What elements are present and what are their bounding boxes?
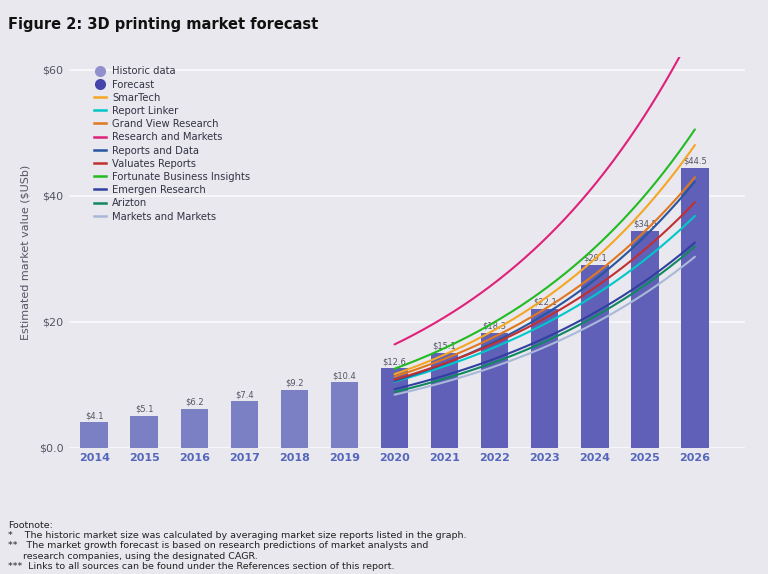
Bar <box>230 401 258 448</box>
Bar <box>531 309 558 448</box>
Bar <box>81 422 108 448</box>
Bar <box>631 231 659 448</box>
Legend: Historic data, Forecast, SmarTech, Report Linker, Grand View Research, Research : Historic data, Forecast, SmarTech, Repor… <box>94 67 250 222</box>
Text: $5.1: $5.1 <box>135 405 154 414</box>
Text: $12.6: $12.6 <box>382 358 406 367</box>
Bar <box>180 409 208 448</box>
Text: $9.2: $9.2 <box>285 379 303 388</box>
Text: $22.1: $22.1 <box>533 298 557 307</box>
Text: $34.5: $34.5 <box>633 220 657 228</box>
Text: $7.4: $7.4 <box>235 390 253 400</box>
Bar <box>280 390 308 448</box>
Y-axis label: Estimated market value ($USb): Estimated market value ($USb) <box>21 165 31 340</box>
Text: $15.1: $15.1 <box>432 342 456 351</box>
Bar <box>381 369 409 448</box>
Bar <box>131 416 158 448</box>
Text: $44.5: $44.5 <box>683 157 707 166</box>
Bar <box>431 352 458 448</box>
Text: $29.1: $29.1 <box>583 254 607 263</box>
Text: $18.3: $18.3 <box>482 321 507 331</box>
Bar <box>681 168 709 448</box>
Bar <box>331 382 358 448</box>
Text: Footnote:
*    The historic market size was calculated by averaging market size : Footnote: * The historic market size was… <box>8 521 466 571</box>
Text: $4.1: $4.1 <box>85 411 104 420</box>
Bar <box>581 265 608 448</box>
Text: Figure 2: 3D printing market forecast: Figure 2: 3D printing market forecast <box>8 17 318 32</box>
Text: $6.2: $6.2 <box>185 398 204 407</box>
Bar <box>481 332 508 448</box>
Text: $10.4: $10.4 <box>333 371 356 381</box>
